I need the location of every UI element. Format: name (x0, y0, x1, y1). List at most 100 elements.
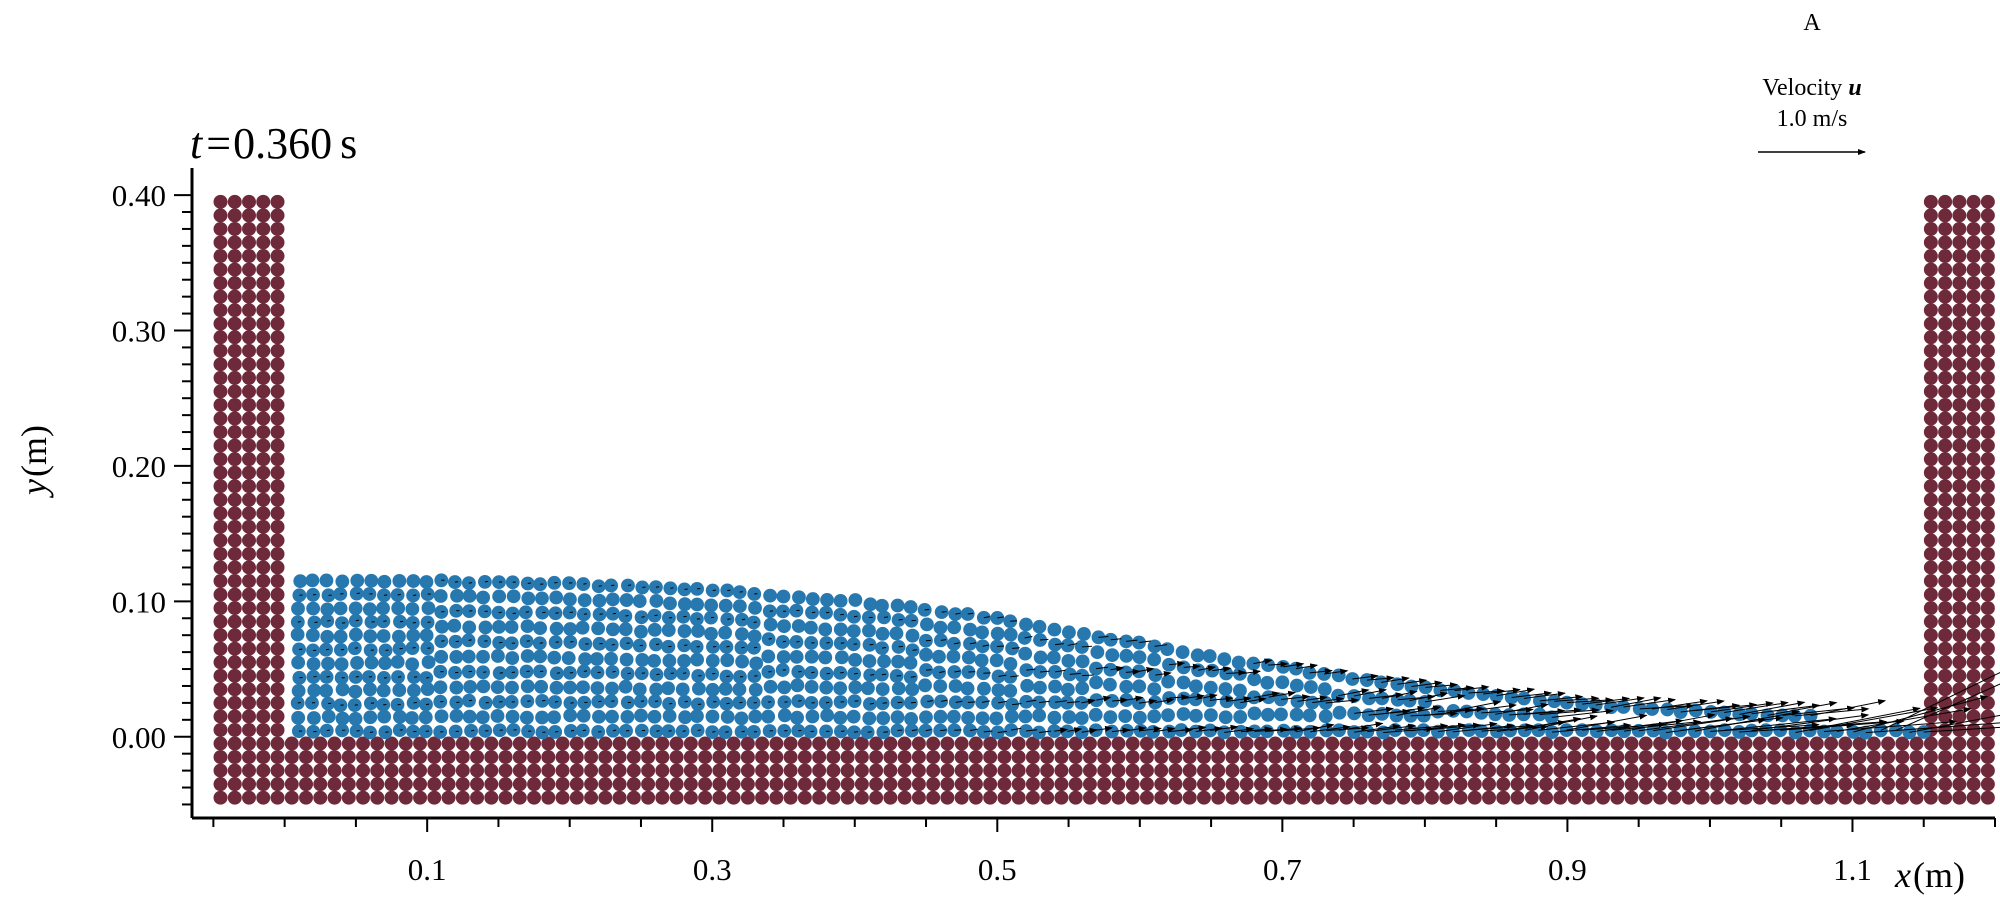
fluid-particle (1088, 707, 1103, 722)
left-wall-particle (242, 492, 256, 507)
velocity-arrow (1012, 647, 1020, 649)
left-wall-particle (227, 221, 242, 236)
floor-particle (584, 777, 599, 792)
velocity-arrow (1110, 665, 1125, 672)
velocity-arrow (1209, 695, 1234, 702)
fluid-particle (634, 708, 648, 723)
velocity-arrow (1623, 697, 1677, 708)
floor-particle (484, 790, 499, 805)
floor-particle (641, 777, 656, 792)
fluid-particle (520, 649, 535, 663)
left-wall-particle (256, 736, 271, 751)
left-wall-particle (213, 479, 228, 494)
floor-particle (1168, 777, 1183, 792)
floor-particle (356, 736, 371, 751)
floor-particle (854, 736, 869, 751)
left-wall-particle (256, 777, 271, 792)
left-wall-particle (213, 763, 228, 778)
floor-particle (1268, 777, 1283, 792)
velocity-arrow (1240, 726, 1273, 733)
fluid-particle (990, 725, 1005, 740)
right-wall-particle (1923, 587, 1938, 602)
floor-particle (1439, 790, 1454, 805)
right-wall-particle (1980, 777, 1995, 792)
velocity-arrow (1067, 643, 1078, 646)
velocity-arrow (768, 638, 772, 640)
floor-particle (1082, 763, 1097, 778)
fluid-particle (1246, 656, 1261, 671)
velocity-arrow (1026, 729, 1038, 732)
velocity-arrow (1055, 700, 1067, 703)
fluid-particle (619, 652, 634, 667)
floor-particle (398, 777, 413, 792)
fluid-particle (376, 629, 391, 643)
left-wall-particle (270, 519, 285, 534)
fluid-particle (1074, 725, 1089, 740)
left-wall-particle (242, 221, 256, 236)
fluid-particle (406, 628, 421, 643)
left-wall-particle (227, 709, 242, 724)
left-wall-particle (270, 465, 285, 480)
left-wall-particle (242, 506, 256, 521)
left-wall-particle (227, 465, 242, 480)
floor-particle (612, 763, 627, 778)
fluid-particle (1003, 684, 1018, 698)
floor-particle (341, 777, 356, 792)
floor-particle (512, 750, 527, 765)
fluid-particle (305, 628, 320, 643)
velocity-arrow (727, 618, 731, 620)
left-wall-particle (213, 506, 228, 521)
right-wall-particle (1952, 574, 1967, 589)
left-wall-particle (270, 370, 285, 385)
right-wall-particle (1966, 790, 1981, 805)
velocity-arrow (1040, 670, 1050, 673)
fluid-particle (1589, 724, 1604, 739)
floor-particle (299, 790, 314, 805)
floor-particle (797, 750, 812, 765)
right-wall-particle (1952, 492, 1967, 507)
fluid-particle (777, 680, 792, 695)
floor-particle (1482, 763, 1497, 778)
floor-particle (1211, 736, 1226, 751)
legend-symbol: u (1848, 75, 1861, 101)
velocity-arrow (1012, 703, 1022, 706)
left-wall-particle (213, 695, 228, 710)
floor-particle (926, 763, 941, 778)
fluid-particle (704, 598, 719, 613)
fluid-particle (420, 641, 435, 656)
fluid-particle (535, 710, 549, 725)
fluid-particle (776, 650, 791, 664)
right-wall-particle (1966, 763, 1981, 778)
velocity-arrow (927, 700, 933, 703)
velocity-arrow (1554, 695, 1600, 702)
right-wall-particle (1980, 574, 1995, 589)
floor-particle (755, 790, 770, 805)
fluid-particle (1048, 695, 1063, 710)
velocity-arrow (627, 672, 631, 675)
floor-particle (498, 750, 513, 765)
fluid-particle (391, 670, 405, 684)
floor-particle (1225, 777, 1240, 792)
fluid-particle (634, 624, 648, 639)
floor-particle (1524, 763, 1539, 778)
fluid-particle (805, 592, 820, 606)
fluid-particle (492, 666, 507, 681)
floor-particle (669, 777, 684, 792)
floor-particle (541, 777, 556, 792)
floor-particle (1610, 750, 1625, 765)
velocity-arrow (582, 729, 587, 732)
fluid-particle (447, 618, 462, 633)
floor-particle (1025, 750, 1040, 765)
floor-particle (1082, 790, 1097, 805)
left-wall-particle (213, 249, 228, 264)
floor-particle (498, 790, 513, 805)
floor-particle (797, 790, 812, 805)
velocity-arrow (1067, 727, 1083, 734)
right-wall-particle (1952, 777, 1967, 792)
floor-particle (1539, 750, 1554, 765)
fluid-particle (549, 680, 564, 695)
floor-particle (1553, 790, 1568, 805)
floor-particle (1196, 750, 1211, 765)
fluid-particle (720, 612, 735, 627)
